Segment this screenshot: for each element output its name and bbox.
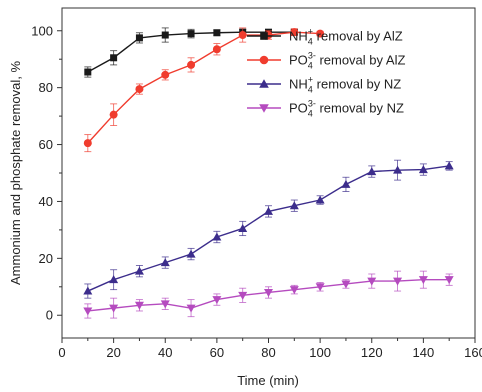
legend-label: NH4+ removal by NZ xyxy=(289,75,401,95)
data-point xyxy=(83,139,92,148)
legend-marker xyxy=(259,55,269,65)
data-point xyxy=(187,30,195,38)
data-point xyxy=(160,300,170,309)
data-point xyxy=(109,304,119,313)
y-tick-label: 100 xyxy=(31,23,53,38)
data-point xyxy=(135,34,143,42)
data-point xyxy=(341,179,351,188)
x-axis: 0 20 40 60 80 100 120 140 160 xyxy=(58,338,482,360)
data-point xyxy=(264,206,273,215)
data-point xyxy=(444,276,454,285)
legend: NH4+ removal by AlZ PO43- removal by AlZ N… xyxy=(247,27,405,119)
legend-marker xyxy=(259,104,269,113)
data-point xyxy=(186,249,196,258)
y-axis: 0 20 40 60 80 100 xyxy=(31,23,62,323)
data-point xyxy=(238,31,247,40)
x-tick-label: 0 xyxy=(58,345,65,360)
y-tick-label: 40 xyxy=(39,194,53,209)
data-point xyxy=(161,70,170,79)
legend-marker xyxy=(259,79,269,88)
data-point xyxy=(418,276,428,285)
data-point xyxy=(264,288,273,297)
data-point xyxy=(341,280,351,289)
data-point xyxy=(213,29,221,37)
data-point xyxy=(290,28,299,37)
data-point xyxy=(289,286,299,295)
data-point xyxy=(393,277,403,286)
legend-label: PO43- removal by AlZ xyxy=(289,51,405,71)
data-point xyxy=(161,31,169,39)
data-point xyxy=(187,60,196,69)
data-point xyxy=(289,201,299,210)
data-point xyxy=(444,161,454,170)
legend-label: NH4+ removal by AlZ xyxy=(289,27,403,47)
legend-marker xyxy=(260,32,268,40)
legend-label: PO43- removal by NZ xyxy=(289,99,404,119)
data-point xyxy=(212,296,222,305)
data-point xyxy=(367,277,377,286)
data-point xyxy=(316,29,325,38)
legend-item: NH4+ removal by NZ xyxy=(247,75,401,95)
x-axis-label: Time (min) xyxy=(237,373,299,388)
legend-item: PO43- removal by AlZ xyxy=(247,51,405,71)
data-point xyxy=(83,286,93,295)
data-point xyxy=(83,307,93,316)
x-tick-label: 80 xyxy=(261,345,275,360)
x-tick-label: 20 xyxy=(106,345,120,360)
legend-item: NH4+ removal by AlZ xyxy=(247,27,403,47)
data-point xyxy=(315,195,325,204)
legend-item: PO43- removal by NZ xyxy=(247,99,404,119)
data-point xyxy=(238,223,248,232)
data-point xyxy=(135,85,144,94)
series-line xyxy=(87,31,321,144)
data-point xyxy=(110,54,118,62)
x-tick-label: 100 xyxy=(309,345,331,360)
series-2 xyxy=(83,159,454,299)
data-point xyxy=(238,291,248,300)
data-point xyxy=(212,232,222,241)
series-layer xyxy=(83,27,454,319)
x-tick-label: 160 xyxy=(464,345,482,360)
data-point xyxy=(109,110,118,119)
y-tick-label: 60 xyxy=(39,137,53,152)
series-1 xyxy=(83,27,325,153)
data-point xyxy=(134,266,144,275)
y-tick-label: 80 xyxy=(39,80,53,95)
data-point xyxy=(418,165,428,174)
data-point xyxy=(315,283,325,292)
y-axis-label: Ammonium and phosphate removal, % xyxy=(8,61,23,285)
x-tick-label: 140 xyxy=(413,345,435,360)
data-point xyxy=(367,167,377,176)
data-point xyxy=(134,301,144,310)
y-tick-label: 20 xyxy=(39,251,53,266)
x-tick-label: 120 xyxy=(361,345,383,360)
y-tick-label: 0 xyxy=(46,308,53,323)
data-point xyxy=(84,68,92,76)
data-point xyxy=(109,275,119,284)
data-point xyxy=(212,45,221,54)
x-tick-label: 60 xyxy=(210,345,224,360)
data-point xyxy=(186,304,196,313)
data-point xyxy=(393,165,403,174)
x-tick-label: 40 xyxy=(158,345,172,360)
series-3 xyxy=(83,270,454,319)
data-point xyxy=(160,258,170,267)
